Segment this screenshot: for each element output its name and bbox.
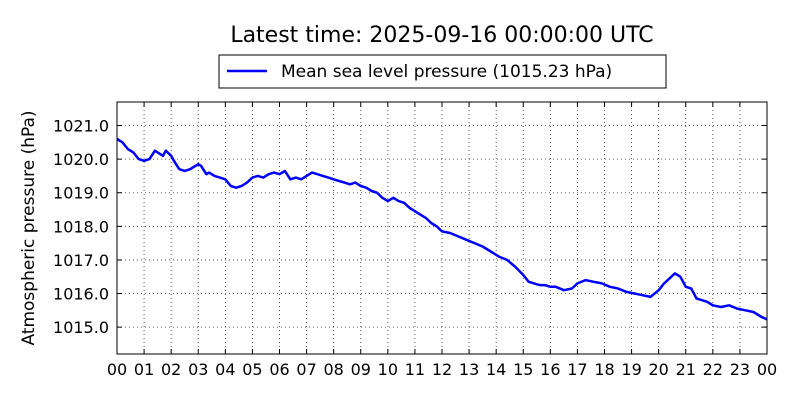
x-tick-label: 23: [730, 360, 750, 379]
grid: [117, 102, 767, 354]
y-axis-label: Atmospheric pressure (hPa): [19, 110, 39, 345]
x-tick-label: 08: [323, 360, 343, 379]
y-tick-label: 1015.0: [53, 318, 109, 337]
x-tick-label: 12: [432, 360, 452, 379]
x-tick-label: 21: [676, 360, 696, 379]
series-group: [116, 137, 768, 321]
x-tick-label: 03: [188, 360, 208, 379]
y-tick-label: 1018.0: [53, 217, 109, 236]
series-line-mslp: [116, 137, 768, 321]
chart-title: Latest time: 2025-09-16 00:00:00 UTC: [230, 23, 653, 48]
x-tick-label: 01: [134, 360, 154, 379]
legend: Mean sea level pressure (1015.23 hPa): [218, 54, 667, 89]
x-tick-label: 22: [703, 360, 723, 379]
x-tick-label: 06: [269, 360, 289, 379]
x-tick-label: 09: [351, 360, 371, 379]
y-tick-label: 1016.0: [53, 285, 109, 304]
x-tick-label: 19: [621, 360, 641, 379]
x-tick-label: 17: [567, 360, 587, 379]
x-tick-label: 02: [161, 360, 181, 379]
x-tick-label: 13: [459, 360, 479, 379]
legend-box: [218, 54, 667, 89]
x-tick-label: 07: [296, 360, 316, 379]
y-tick-label: 1020.0: [53, 150, 109, 169]
tick-marks: [116, 102, 768, 354]
x-tick-label: 14: [486, 360, 506, 379]
x-tick-labels: 00 01 02 03 04 05 06 07 08 09 10 11 12 13 14 15 16 17 18 19…: [107, 360, 777, 379]
legend-label: Mean sea level pressure (1015.23 hPa): [281, 62, 612, 82]
x-tick-label: 16: [540, 360, 560, 379]
y-tick-label: 1021.0: [53, 117, 109, 136]
x-tick-label: 15: [513, 360, 533, 379]
x-tick-label: 00: [107, 360, 127, 379]
y-tick-label: 1017.0: [53, 251, 109, 270]
x-tick-label: 20: [648, 360, 668, 379]
x-tick-label: 18: [594, 360, 614, 379]
y-tick-label: 1019.0: [53, 184, 109, 203]
x-tick-label: 00: [757, 360, 777, 379]
x-tick-label: 04: [215, 360, 235, 379]
y-tick-labels: 1015.0 1016.0 1017.0 1018.0 1019.0 1020.0 1021…: [53, 117, 109, 338]
x-tick-label: 11: [405, 360, 425, 379]
x-tick-label: 05: [242, 360, 262, 379]
x-tick-label: 10: [378, 360, 398, 379]
